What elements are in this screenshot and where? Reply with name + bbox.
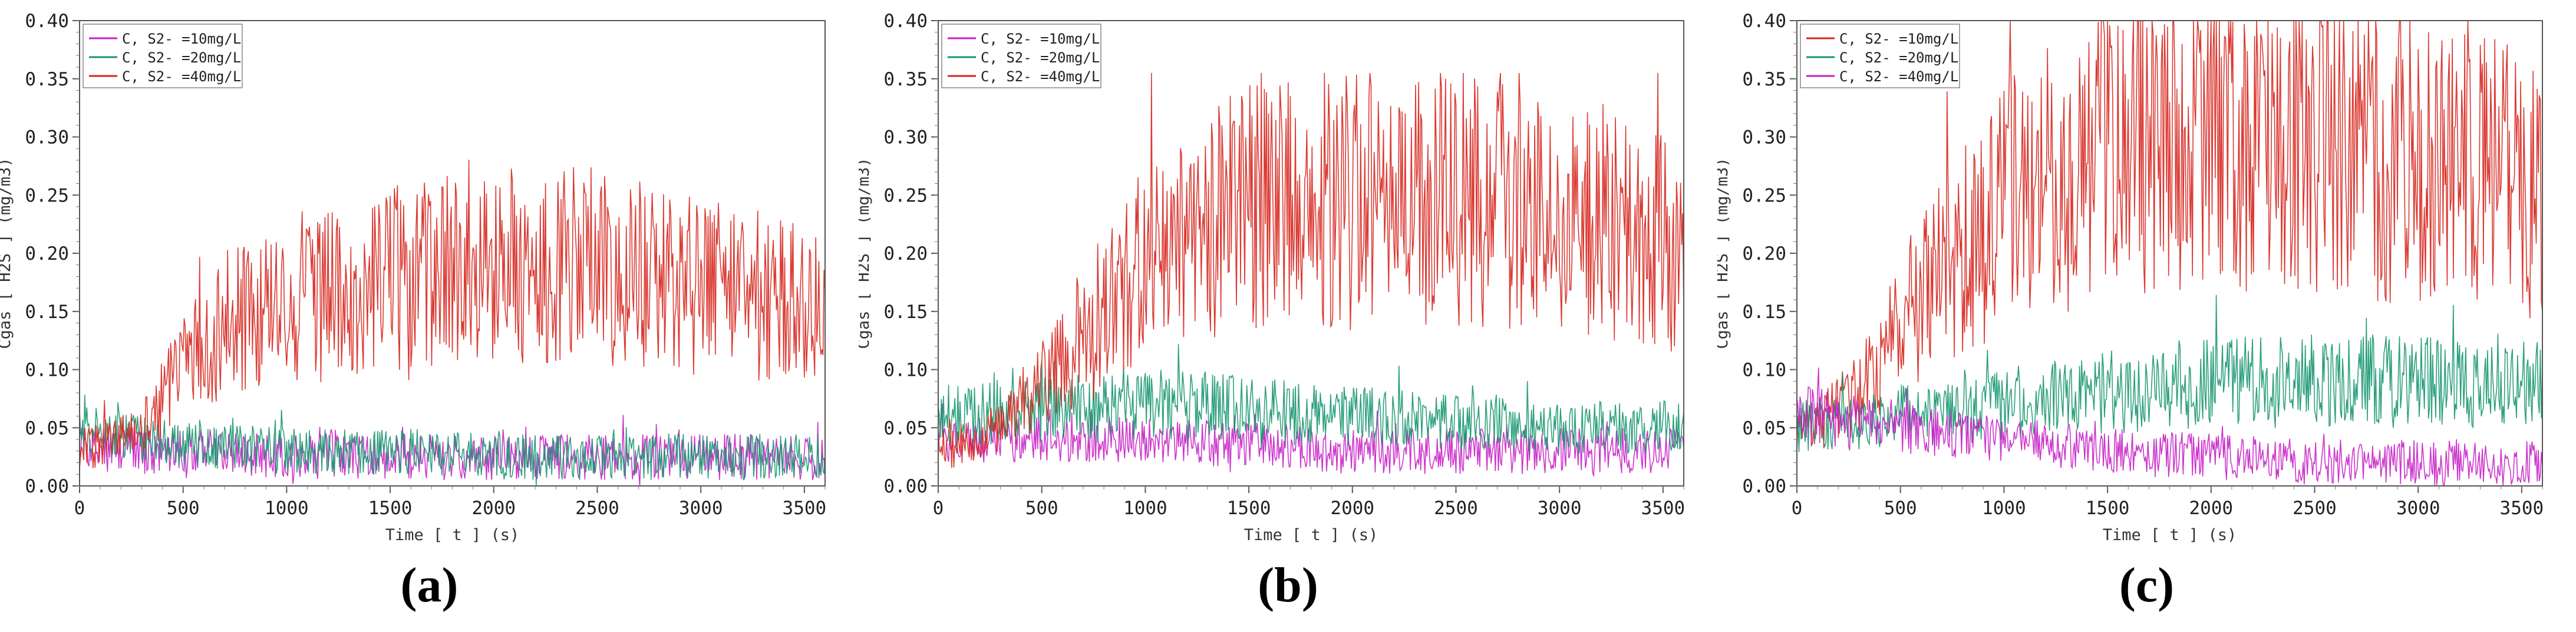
series-line-1: [80, 415, 825, 486]
legend-box: [83, 24, 243, 88]
x-tick-label: 3000: [1538, 498, 1582, 519]
series-line-2: [80, 395, 825, 486]
chart-a-svg: 0.00 0.05 0.10 0.15 0.20 0.25 0.30 0.35 0.40 0 500…: [0, 11, 827, 544]
x-axis-label: Time [ t ] (s): [2103, 526, 2237, 544]
chart-panel-a: 0.00 0.05 0.10 0.15 0.20 0.25 0.30 0.35 0.40 0 500…: [0, 0, 859, 632]
x-tick-label: 2000: [2189, 498, 2233, 519]
legend-label: C, S2- =20mg/L: [981, 49, 1100, 66]
x-tick-label: 2000: [471, 498, 516, 519]
y-tick-label: 0.35: [1742, 69, 1786, 90]
legend-label: C, S2- =10mg/L: [122, 31, 241, 47]
panel-caption-b: (b): [1258, 558, 1318, 613]
x-tick-label: 0: [1792, 498, 1803, 519]
y-tick-label: 0.00: [25, 476, 69, 497]
series-line-3: [1797, 368, 2542, 486]
y-tick-label: 0.10: [883, 360, 928, 381]
x-tick-label: 3000: [2396, 498, 2440, 519]
y-tick-label: 0.00: [1742, 476, 1786, 497]
y-tick-label: 0.40: [25, 11, 69, 32]
y-tick-label: 0.10: [25, 360, 69, 381]
y-tick-label: 0.05: [883, 418, 928, 439]
y-tick-label: 0.30: [1742, 127, 1786, 148]
x-tick-label: 1500: [1227, 498, 1271, 519]
x-tick-label: 3000: [679, 498, 723, 519]
y-tick-label: 0.00: [883, 476, 928, 497]
series-line-1: [1797, 21, 2542, 454]
legend: C, S2- =10mg/L C, S2- =20mg/L C, S2- =40mg…: [1800, 24, 1960, 88]
y-tick-label: 0.40: [883, 11, 928, 32]
y-tick-label: 0.15: [1742, 302, 1786, 323]
x-tick-label: 3500: [2500, 498, 2544, 519]
x-tick-label: 3500: [783, 498, 827, 519]
x-axis-label: Time [ t ] (s): [385, 526, 520, 544]
legend-label: C, S2- =20mg/L: [122, 49, 241, 66]
y-tick-label: 0.20: [25, 243, 69, 264]
x-tick-label: 1000: [265, 498, 309, 519]
legend-label: C, S2- =20mg/L: [1839, 49, 1958, 66]
x-tick-label: 1000: [1982, 498, 2026, 519]
y-tick-label: 0.25: [883, 185, 928, 206]
panel-caption-a: (a): [400, 558, 459, 613]
x-tick-label: 0: [933, 498, 944, 519]
x-tick-label: 0: [74, 498, 85, 519]
y-tick-label: 0.05: [1742, 418, 1786, 439]
y-tick-label: 0.15: [25, 302, 69, 323]
y-tick-label: 0.20: [883, 243, 928, 264]
chart-c-svg: 0.00 0.05 0.10 0.15 0.20 0.25 0.30 0.35 0.40 0 500…: [1717, 11, 2544, 544]
series-line-3: [80, 160, 825, 469]
plot-frame: [79, 20, 826, 487]
legend-label: C, S2- =10mg/L: [981, 31, 1100, 47]
legend-label: C, S2- =40mg/L: [1839, 68, 1958, 85]
legend: C, S2- =10mg/L C, S2- =20mg/L C, S2- =40mg…: [941, 24, 1101, 88]
y-tick-label: 0.40: [1742, 11, 1786, 32]
legend: C, S2- =10mg/L C, S2- =20mg/L C, S2- =40mg…: [83, 24, 243, 88]
chart-b-svg: 0.00 0.05 0.10 0.15 0.20 0.25 0.30 0.35 0.40 0 500…: [859, 11, 1686, 544]
x-tick-label: 2500: [2293, 498, 2337, 519]
x-tick-label: 1500: [2086, 498, 2130, 519]
y-tick-label: 0.20: [1742, 243, 1786, 264]
x-tick-label: 2500: [575, 498, 619, 519]
legend-label: C, S2- =40mg/L: [981, 68, 1100, 85]
panel-caption-c: (c): [2119, 558, 2175, 613]
x-tick-label: 1000: [1123, 498, 1167, 519]
y-tick-label: 0.15: [883, 302, 928, 323]
x-tick-label: 2500: [1434, 498, 1478, 519]
series-line-3: [938, 72, 1684, 468]
x-axis-label: Time [ t ] (s): [1244, 526, 1378, 544]
chart-panel-c: 0.00 0.05 0.10 0.15 0.20 0.25 0.30 0.35 0.40 0 500…: [1717, 0, 2576, 632]
series-line-2: [1797, 295, 2542, 452]
y-tick-label: 0.35: [883, 69, 928, 90]
y-tick-label: 0.10: [1742, 360, 1786, 381]
x-tick-label: 1500: [368, 498, 413, 519]
legend-label: C, S2- =10mg/L: [1839, 31, 1958, 47]
y-tick-label: 0.25: [25, 185, 69, 206]
x-tick-label: 500: [167, 498, 200, 519]
y-tick-label: 0.30: [25, 127, 69, 148]
legend-box: [941, 24, 1101, 88]
y-tick-label: 0.35: [25, 69, 69, 90]
x-tick-label: 2000: [1330, 498, 1374, 519]
legend-label: C, S2- =40mg/L: [122, 68, 241, 85]
series-line-2: [938, 344, 1684, 454]
x-tick-label: 500: [1884, 498, 1917, 519]
y-axis-label: Cgas [ H2S ] (mg/m3): [859, 157, 873, 349]
x-tick-label: 3500: [1641, 498, 1686, 519]
y-tick-label: 0.05: [25, 418, 69, 439]
y-axis-label: Cgas [ H2S ] (mg/m3): [1717, 157, 1731, 349]
chart-panel-b: 0.00 0.05 0.10 0.15 0.20 0.25 0.30 0.35 0.40 0 500…: [859, 0, 1717, 632]
y-tick-label: 0.25: [1742, 185, 1786, 206]
y-tick-label: 0.30: [883, 127, 928, 148]
x-tick-label: 500: [1025, 498, 1058, 519]
y-axis-label: Cgas [ H2S ] (mg/m3): [0, 157, 14, 349]
legend-box: [1800, 24, 1960, 88]
